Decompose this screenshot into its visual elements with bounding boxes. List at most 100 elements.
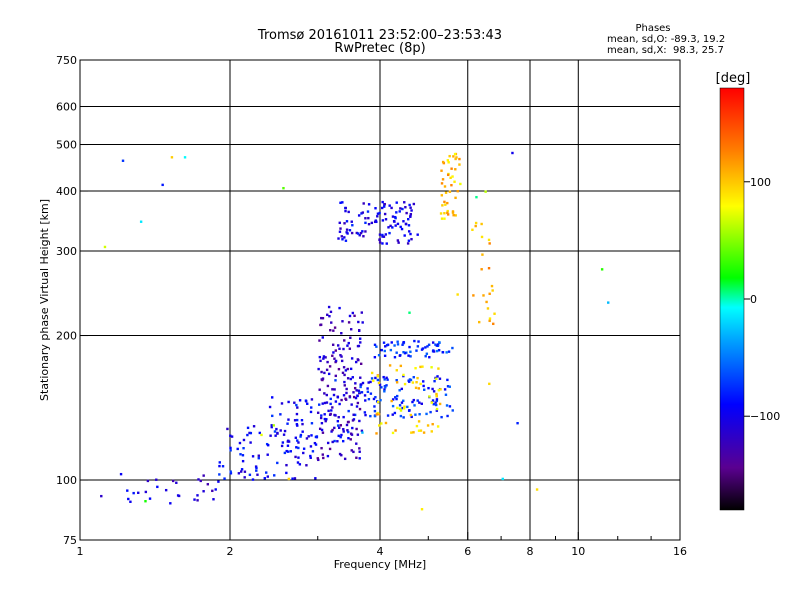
data-point — [243, 470, 247, 473]
data-point — [249, 431, 253, 435]
data-point — [458, 163, 461, 166]
data-point — [332, 329, 335, 332]
data-point — [403, 382, 407, 386]
data-point — [488, 242, 491, 245]
data-point — [196, 494, 199, 497]
data-point — [243, 476, 246, 479]
data-point — [316, 457, 319, 460]
data-point — [344, 239, 348, 242]
data-point — [385, 384, 388, 387]
data-point — [357, 358, 360, 362]
data-point — [413, 404, 416, 407]
data-point — [491, 289, 494, 292]
data-point — [451, 211, 455, 214]
data-point — [417, 387, 421, 390]
data-point — [414, 386, 418, 390]
data-point — [422, 431, 426, 434]
data-point — [266, 475, 269, 478]
x-tick-label: 1 — [77, 545, 84, 558]
data-point — [326, 454, 330, 458]
data-point — [343, 384, 346, 387]
data-point — [283, 451, 287, 455]
data-point — [260, 433, 263, 437]
data-point — [409, 413, 413, 417]
data-point — [340, 453, 343, 457]
data-point — [426, 424, 430, 427]
colorbar-ticks: 100 0 −100 — [744, 176, 780, 423]
data-point — [426, 345, 429, 348]
data-point — [450, 184, 453, 187]
data-point — [332, 351, 335, 354]
data-point — [279, 413, 282, 416]
data-point — [395, 381, 399, 384]
data-point — [382, 341, 386, 344]
data-point — [458, 157, 461, 161]
data-point — [389, 348, 393, 352]
data-point — [340, 355, 343, 358]
data-point — [255, 466, 258, 470]
data-point — [339, 354, 342, 357]
data-point — [317, 367, 320, 371]
data-point — [359, 376, 362, 379]
data-point — [376, 378, 380, 382]
data-point — [444, 203, 447, 206]
data-point — [431, 341, 435, 344]
data-point — [428, 356, 431, 359]
data-point — [535, 488, 539, 491]
data-point — [435, 403, 438, 407]
data-point — [353, 314, 356, 318]
data-point — [345, 423, 349, 427]
data-point — [396, 239, 400, 242]
data-point — [127, 497, 130, 501]
data-point — [391, 413, 394, 416]
data-point — [396, 222, 400, 226]
data-point — [322, 456, 325, 460]
data-point — [422, 380, 425, 383]
data-point — [451, 346, 454, 350]
data-point — [336, 344, 340, 347]
data-point — [334, 374, 337, 378]
data-point — [364, 413, 367, 417]
data-point — [230, 435, 234, 438]
data-point — [357, 320, 360, 324]
data-point — [431, 422, 434, 426]
data-point — [361, 321, 364, 324]
data-point — [363, 411, 367, 414]
data-point — [441, 160, 445, 164]
data-points — [100, 151, 610, 511]
data-point — [301, 422, 304, 426]
data-point — [435, 399, 439, 403]
data-point — [375, 413, 379, 416]
data-point — [263, 477, 266, 480]
data-point — [349, 367, 353, 371]
data-point — [381, 233, 384, 237]
data-point — [148, 497, 152, 500]
data-point — [446, 209, 449, 213]
data-point — [416, 376, 419, 380]
data-point — [296, 424, 299, 427]
data-point — [269, 434, 272, 437]
data-point — [320, 446, 323, 450]
data-point — [415, 349, 418, 352]
data-point — [488, 382, 491, 386]
data-point — [299, 433, 303, 437]
data-point — [399, 414, 403, 418]
data-point — [376, 215, 379, 218]
data-point — [343, 380, 346, 384]
data-point — [396, 340, 399, 343]
data-point — [346, 377, 350, 380]
data-point — [251, 478, 255, 481]
data-point — [196, 499, 199, 502]
data-point — [356, 232, 360, 235]
data-point — [439, 388, 442, 391]
data-point — [297, 456, 300, 459]
data-point — [337, 367, 341, 371]
data-point — [405, 211, 408, 215]
data-point — [240, 468, 244, 471]
data-point — [137, 491, 140, 494]
data-point — [285, 449, 288, 453]
data-point — [254, 465, 258, 468]
y-tick-label: 750 — [56, 54, 77, 67]
data-point — [501, 477, 504, 481]
data-point — [307, 435, 310, 438]
